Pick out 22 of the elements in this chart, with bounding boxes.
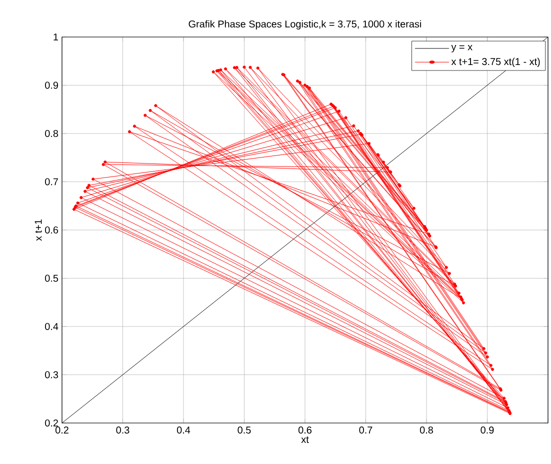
y-axis-title: x t+1: [34, 220, 42, 241]
legend-label: x t+1= 3.75 xt(1 - xt): [451, 58, 540, 68]
y-tick-label: 0.5: [45, 274, 58, 282]
x-tick-label: 0.3: [116, 426, 130, 434]
y-tick-label: 0.3: [45, 371, 58, 378]
y-tick-label: 1: [54, 34, 58, 40]
x-axis-title: xt: [301, 436, 309, 443]
y-tick-label: 0.6: [45, 226, 58, 234]
x-tick-label: 0.9: [480, 426, 494, 434]
x-tick-label: 0.7: [359, 426, 372, 434]
x-tick-label: 0.8: [420, 426, 433, 434]
legend-label: y = x: [451, 45, 472, 52]
y-tick-label: 0.2: [45, 419, 58, 427]
x-tick-label: 0.6: [298, 426, 312, 434]
x-tick-label: 0.2: [55, 426, 68, 434]
chart-title: Grafik Phase Spaces Logistic,k = 3.75, 1000 x iterasi: [188, 20, 422, 30]
x-tick-label: 0.5: [238, 426, 251, 434]
x-tick-label: 0.4: [176, 426, 190, 434]
y-tick-label: 0.4: [45, 322, 58, 330]
y-tick-label: 0.8: [45, 130, 58, 138]
y-tick-label: 0.9: [45, 82, 58, 89]
y-tick-label: 0.7: [45, 178, 58, 186]
